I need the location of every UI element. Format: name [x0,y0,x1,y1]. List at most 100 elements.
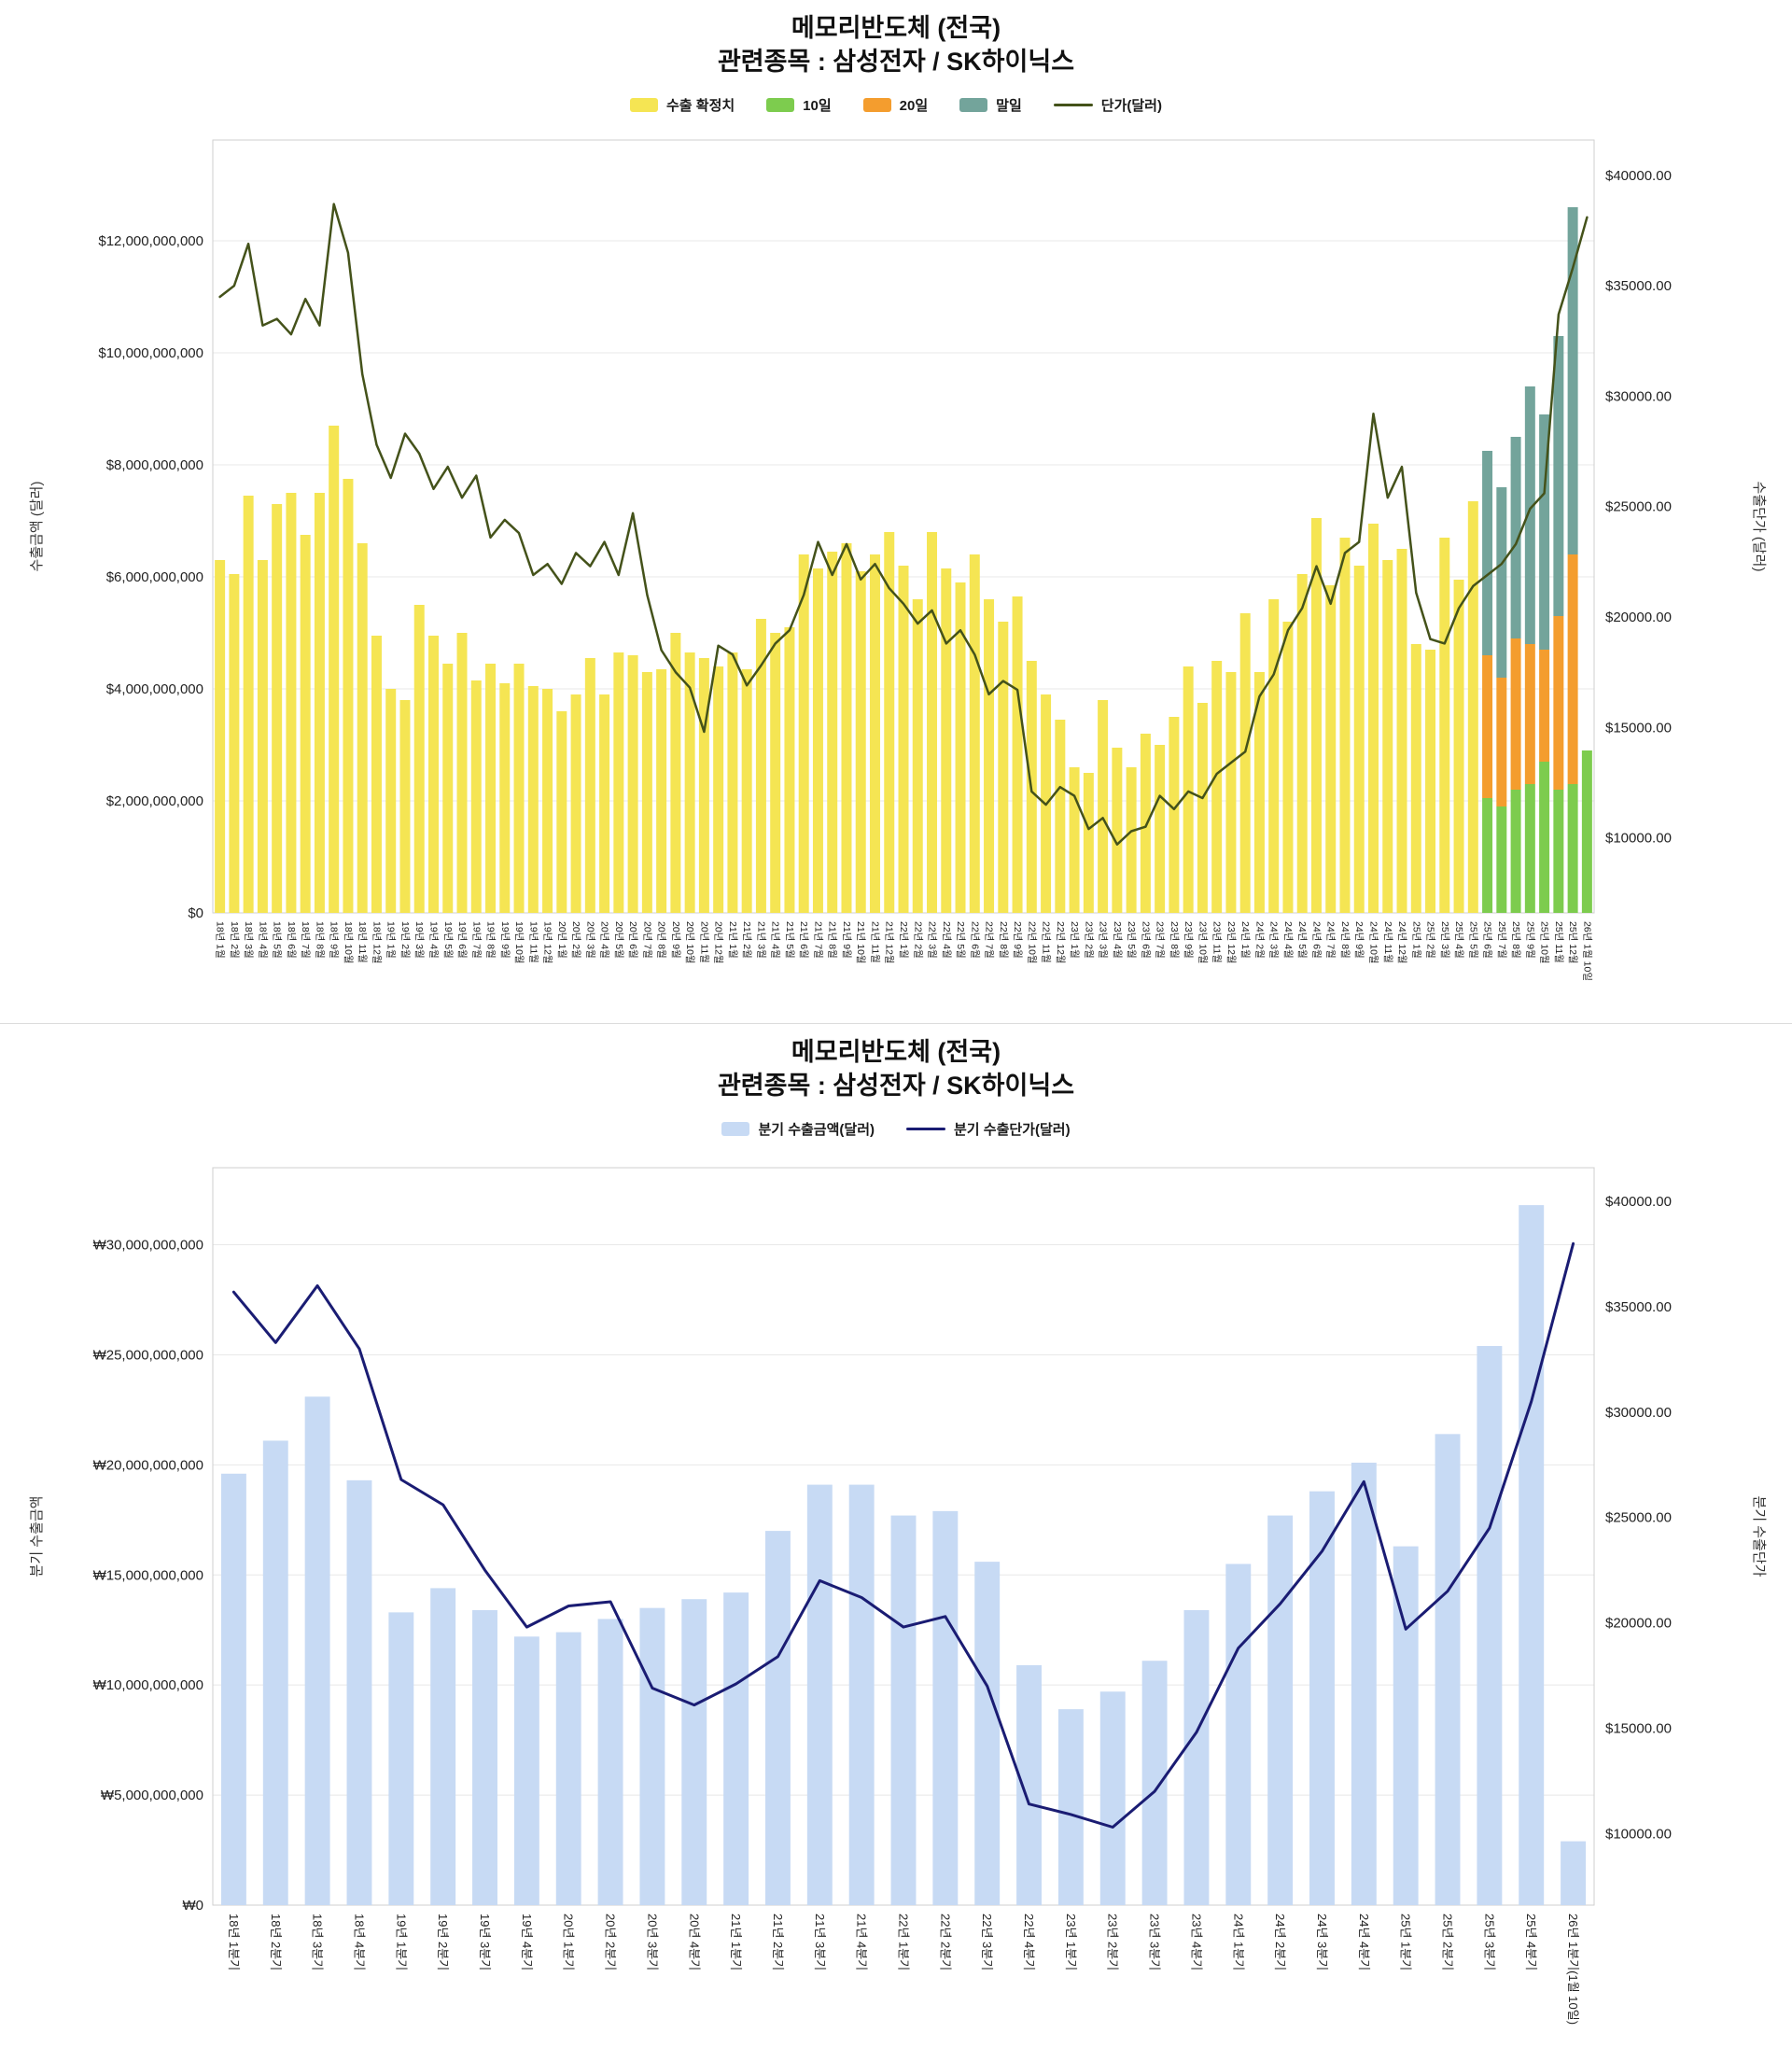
bar [713,666,724,913]
left-y-tick-label: $6,000,000,000 [106,569,203,585]
left-y-tick-label: ₩20,000,000,000 [93,1457,203,1473]
bar [329,426,340,913]
bar [1410,644,1421,913]
x-tick-label: 22년 4분기 [1022,1914,1036,1970]
bar [670,633,681,913]
legend-color-swatch [862,98,891,112]
bar [955,582,966,913]
x-tick-label: 20년 1분기 [562,1914,576,1970]
stacked-bar-segment [1510,437,1521,638]
x-tick-label: 23년 8월 [1169,921,1180,959]
bar [1083,773,1094,913]
x-tick-label: 24년 6월 [1310,921,1322,959]
right-y-tick-label: $30000.00 [1605,388,1672,404]
legend-item[interactable]: 단가(달러) [1053,95,1162,115]
bar [257,560,268,913]
x-tick-label: 24년 1월 [1239,921,1251,959]
bar [1057,1709,1084,1905]
x-tick-label: 22년 6월 [969,921,980,959]
right-y-tick-label: $20000.00 [1605,1616,1672,1632]
legend-item[interactable]: 분기 수출단가(달러) [906,1119,1071,1139]
legend-item[interactable]: 말일 [959,95,1022,115]
left-y-tick-label: ₩5,000,000,000 [101,1788,203,1803]
bar [1268,599,1280,913]
bar [442,664,454,913]
bar [413,605,425,913]
bar [841,543,852,913]
chart-title: 메모리반도체 (전국) [791,14,1001,42]
legend-item[interactable]: 10일 [766,95,832,115]
x-tick-label: 22년 11월 [1041,921,1052,963]
right-y-tick-label: $15000.00 [1605,1720,1672,1736]
monthly-chart-plot: $0 $2,000,000,000 $4,000,000,000 $6,000,000… [29,139,1767,981]
bar [1183,666,1194,913]
x-tick-label: 20년 7월 [641,921,652,959]
bar [984,599,995,913]
x-tick-label: 19년 12월 [542,921,553,964]
stacked-bar-segment [1539,762,1550,913]
bar [570,694,581,913]
stacked-bar-segment [1581,750,1592,913]
bar [1055,720,1066,913]
bar [1477,1346,1503,1905]
x-tick-label: 18년 5월 [272,921,283,959]
stacked-bar-segment [1553,336,1564,616]
bar [1368,524,1379,913]
x-tick-label: 21년 1분기 [729,1914,743,1970]
bar [827,552,838,913]
legend-item[interactable]: 수출 확정치 [630,95,735,115]
x-tick-label: 18년 11월 [357,921,368,963]
right-y-tick-label: $40000.00 [1605,1194,1672,1210]
bar [1239,613,1251,913]
bar [1396,549,1407,913]
x-tick-label: 20년 3분기 [645,1914,659,1970]
x-tick-label: 25년 11월 [1553,921,1564,963]
x-tick-label: 23년 4월 [1112,921,1123,959]
x-tick-label: 20년 12월 [713,921,724,964]
bar [890,1515,917,1905]
x-tick-label: 22년 2월 [912,921,923,959]
x-tick-label: 20년 10월 [684,921,695,964]
right-y-tick-label: $20000.00 [1605,610,1672,625]
unit-price-line [218,203,1589,846]
bar [1211,661,1223,913]
x-tick-label: 23년 3월 [1098,921,1109,959]
legend-label: 10일 [803,98,832,114]
monthly-chart-legend: 수출 확정치 10일 20일 말일 단가(달러) [0,95,1792,115]
stacked-bar-segment [1539,414,1550,650]
x-tick-label: 24년 3월 [1268,921,1280,959]
x-tick-label: 25년 7월 [1496,921,1507,959]
right-y-tick-label: $15000.00 [1605,720,1672,736]
x-tick-label: 21년 4월 [770,921,781,959]
x-tick-label: 22년 2분기 [938,1914,952,1970]
bar [698,658,709,913]
x-tick-label: 23년 11월 [1211,921,1223,963]
legend-label: 수출 확정치 [666,98,735,114]
x-tick-label: 19년 5월 [442,921,454,959]
x-tick-label: 18년 6월 [286,921,297,959]
legend-item[interactable]: 20일 [862,95,928,115]
x-tick-label: 22년 10월 [1026,921,1037,964]
x-tick-label: 19년 3분기 [478,1914,492,1970]
x-tick-label: 22년 5월 [955,921,966,959]
stacked-bar-segment [1482,655,1493,798]
bar [1519,1205,1545,1905]
stacked-bar-segment [1567,207,1578,554]
stacked-bar-segment [1567,784,1578,913]
x-tick-label: 20년 11월 [698,921,709,963]
bar [1140,734,1151,913]
bar [969,554,980,913]
legend-item[interactable]: 분기 수출금액(달러) [721,1119,875,1139]
x-tick-label: 24년 10월 [1368,921,1379,964]
bar [869,554,880,913]
bar [1296,574,1308,913]
right-y-tick-label: $35000.00 [1605,278,1672,294]
bar [1425,650,1436,913]
bar [1225,1563,1252,1905]
bar [229,574,240,913]
right-axis-title: 수출단가 (달러) [1751,482,1767,572]
bar [485,664,497,913]
x-tick-label: 21년 2월 [741,921,752,959]
bar [599,694,610,913]
bar [741,669,752,913]
